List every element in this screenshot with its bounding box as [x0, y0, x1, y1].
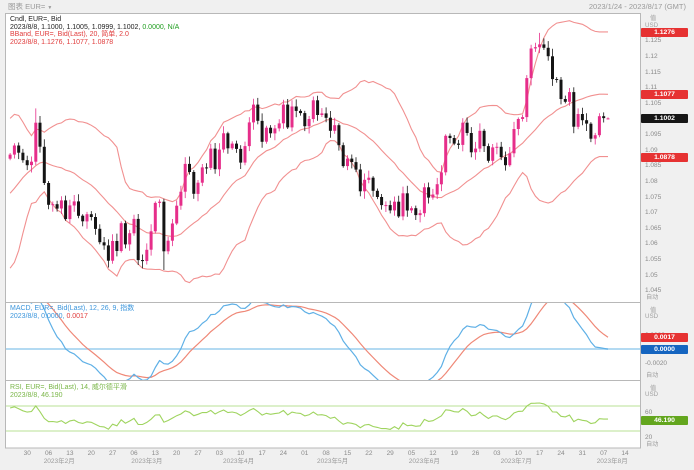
- axis-currency-label: USD: [645, 21, 659, 29]
- time-axis-day-tick: 17: [258, 450, 266, 457]
- auto-scale-button[interactable]: 自动: [646, 371, 659, 379]
- price-axis-tick: 1.12: [645, 53, 658, 61]
- bband-lower-badge: 1.0878: [641, 152, 688, 162]
- rsi-axis-tick: 60: [645, 408, 653, 416]
- rsi-legend: RSI, EUR=, Bid(Last), 14, 威尔德平滑 2023/8/8…: [10, 384, 127, 399]
- time-axis-day-tick: 13: [66, 450, 74, 457]
- rsi-value-badge: 46.190: [641, 416, 688, 426]
- time-axis-month-label: 2023年6月: [408, 458, 440, 465]
- time-axis-day-tick: 29: [386, 450, 394, 457]
- time-axis-day-tick: 05: [407, 450, 416, 457]
- bband-middle-badge: 1.1077: [641, 90, 688, 100]
- bband-upper-badge: 1.1276: [641, 28, 688, 38]
- time-axis-day-tick: 24: [557, 450, 565, 457]
- last-price-badge: 1.1002: [641, 113, 688, 123]
- time-axis-month-label: 2023年5月: [316, 458, 349, 465]
- candle-series-label: Cndl, EUR=, Bid: [10, 16, 62, 23]
- time-axis-day-tick: 22: [365, 450, 373, 457]
- auto-scale-button[interactable]: 自动: [646, 294, 659, 301]
- time-axis-month-label: 2023年7月: [500, 458, 532, 465]
- time-axis-month-label: 2023年4月: [223, 458, 255, 465]
- time-axis-day-tick: 06: [44, 450, 53, 457]
- time-axis-day-tick: 20: [173, 450, 181, 457]
- app-label: 图表: [8, 2, 23, 11]
- axis-type-label: 值: [650, 306, 657, 314]
- price-axis-tick: 1.125: [645, 37, 662, 45]
- price-axis-tick: 1.055: [645, 255, 662, 263]
- axis-type-label: 值: [650, 384, 657, 392]
- macd-values: 2023/8/8, 0.0000,: [10, 312, 67, 320]
- price-axis-tick: 1.09: [645, 146, 658, 154]
- axis-currency-label: USD: [645, 313, 659, 320]
- price-axis-tick: 1.08: [645, 177, 658, 185]
- rsi-series-label: RSI, EUR=, Bid(Last), 14, 威尔德平滑: [10, 384, 127, 391]
- time-axis-day-tick: 10: [514, 450, 522, 457]
- time-axis-day-tick: 20: [87, 450, 95, 457]
- time-axis-day-tick: 14: [621, 450, 629, 457]
- symbol-label: EUR=: [25, 2, 46, 11]
- axis-currency-label: USD: [645, 391, 659, 398]
- price-axis-tick: 1.085: [645, 162, 662, 170]
- price-axis-tick: 1.065: [645, 224, 662, 232]
- price-axis-tick: 1.05: [645, 271, 658, 279]
- bband-values: 2023/8/8, 1.1276, 1.1077, 1.0878: [10, 38, 114, 46]
- macd-line-badge: 0.0000: [641, 344, 688, 354]
- time-axis-day-tick: 27: [108, 450, 117, 457]
- rsi-values: 2023/8/8, 46.190: [10, 391, 63, 399]
- macd-axis-tick: -0.0020: [645, 359, 668, 367]
- auto-scale-button[interactable]: 自动: [646, 440, 659, 448]
- price-axis-tick: 1.115: [645, 68, 661, 76]
- price-axis-tick: 1.105: [645, 99, 662, 107]
- time-axis-day-tick: 08: [322, 450, 330, 457]
- time-axis-month-label: 2023年3月: [131, 458, 163, 465]
- axis-type-label: 值: [650, 15, 657, 22]
- time-axis-day-tick: 07: [600, 450, 608, 457]
- macd-series-label: MACD, EUR=, Bid(Last), 12, 26, 9, 指数: [10, 305, 135, 312]
- time-axis-day-tick: 26: [471, 450, 480, 457]
- time-axis-day-tick: 03: [493, 450, 501, 457]
- candle-change-values: 0.0000, N/A: [142, 23, 180, 31]
- date-range-label: 2023/1/24 - 2023/8/17 (GMT): [588, 2, 686, 11]
- time-axis-day-tick: 19: [450, 450, 458, 457]
- price-axis-tick: 1.06: [645, 240, 658, 248]
- rsi-axis-tick: 20: [645, 433, 653, 441]
- time-axis-day-tick: 17: [536, 450, 544, 457]
- price-axis-tick: 1.095: [645, 131, 662, 139]
- time-axis-day-tick: 30: [23, 450, 31, 457]
- time-axis-day-tick: 12: [429, 450, 437, 457]
- time-axis-day-tick: 10: [237, 450, 245, 457]
- time-axis-day-tick: 13: [151, 450, 159, 457]
- time-axis-day-tick: 15: [343, 450, 352, 457]
- time-axis-day-tick: 03: [215, 450, 223, 457]
- chevron-down-icon: ▼: [47, 5, 53, 11]
- macd-signal-value: 0.0017: [66, 312, 88, 320]
- macd-signal-badge: 0.0017: [641, 332, 688, 342]
- bband-series-label: BBand, EUR=, Bid(Last), 20, 简单, 2.0: [10, 31, 129, 39]
- candle-ohlc-values: 2023/8/8, 1.1000, 1.1005, 1.0999, 1.1002…: [10, 23, 143, 31]
- top-bar: 图表 EUR= ▼ 2023/1/24 - 2023/8/17 (GMT): [0, 0, 694, 13]
- chart-symbol-dropdown[interactable]: 图表 EUR= ▼: [8, 1, 52, 12]
- price-axis-tick: 1.07: [645, 209, 658, 217]
- time-axis-day-tick: 01: [301, 450, 309, 457]
- time-axis-month-label: 2023年8月: [596, 458, 628, 465]
- time-axis-day-tick: 24: [279, 450, 288, 457]
- time-axis-day-tick: 31: [578, 450, 586, 457]
- macd-legend: MACD, EUR=, Bid(Last), 12, 26, 9, 指数 202…: [10, 305, 134, 320]
- price-axis-tick: 1.11: [645, 84, 658, 92]
- time-axis-day-tick: 06: [130, 450, 138, 457]
- price-axis-tick: 1.075: [645, 193, 662, 201]
- main-chart-legend: Cndl, EUR=, Bid 2023/8/8, 1.1000, 1.1005…: [10, 16, 179, 46]
- time-axis-month-label: 2023年2月: [43, 458, 75, 465]
- time-axis-day-tick: 27: [194, 450, 202, 457]
- price-axis-tick: 1.045: [645, 287, 662, 295]
